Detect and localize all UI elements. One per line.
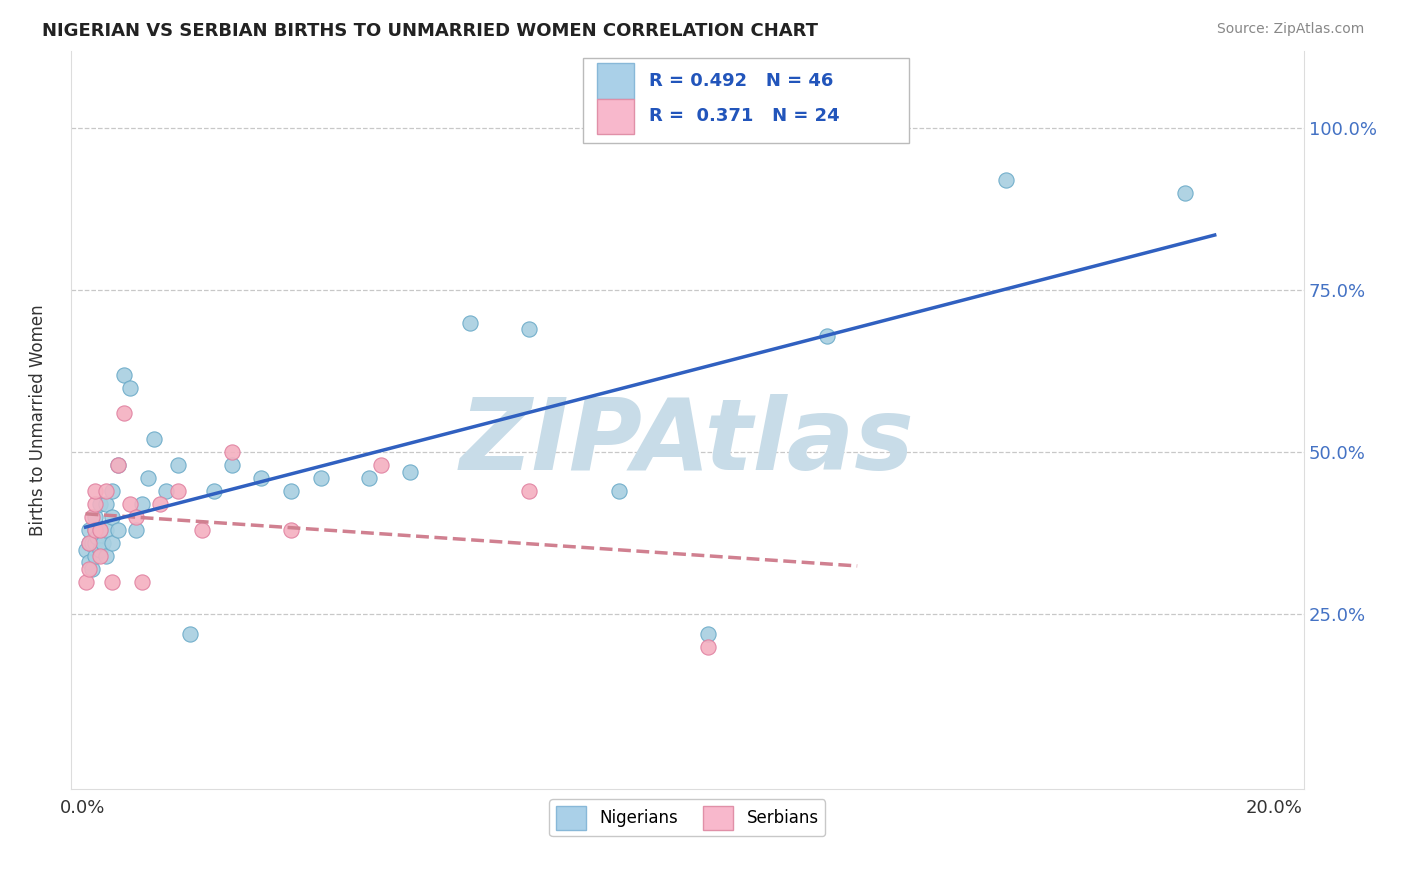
Legend: Nigerians, Serbians: Nigerians, Serbians <box>550 799 825 837</box>
Point <box>309 471 332 485</box>
Point <box>221 445 243 459</box>
Point <box>77 536 100 550</box>
Point <box>75 542 97 557</box>
Point <box>83 536 105 550</box>
Point <box>77 536 100 550</box>
Point <box>75 574 97 589</box>
Point <box>107 458 129 473</box>
Point <box>995 173 1018 187</box>
Point <box>399 465 422 479</box>
Point <box>357 471 380 485</box>
Point <box>697 626 720 640</box>
Point <box>80 536 103 550</box>
Text: R = 0.492   N = 46: R = 0.492 N = 46 <box>650 72 834 90</box>
Point <box>96 497 118 511</box>
Point <box>83 523 105 537</box>
Point <box>101 536 124 550</box>
Point <box>370 458 392 473</box>
Point <box>280 523 302 537</box>
Point <box>83 484 105 499</box>
Point <box>96 523 118 537</box>
Text: NIGERIAN VS SERBIAN BIRTHS TO UNMARRIED WOMEN CORRELATION CHART: NIGERIAN VS SERBIAN BIRTHS TO UNMARRIED … <box>42 22 818 40</box>
Point <box>1174 186 1197 201</box>
Point <box>131 497 153 511</box>
Y-axis label: Births to Unmarried Women: Births to Unmarried Women <box>30 304 46 536</box>
Point <box>280 484 302 499</box>
Point <box>107 458 129 473</box>
Point <box>167 484 190 499</box>
Point <box>89 497 111 511</box>
Point <box>86 530 108 544</box>
Point <box>83 497 105 511</box>
Point <box>89 542 111 557</box>
Point <box>112 368 135 382</box>
Text: R =  0.371   N = 24: R = 0.371 N = 24 <box>650 107 839 126</box>
Text: ZIPAtlas: ZIPAtlas <box>460 393 915 491</box>
Point <box>120 380 142 394</box>
Point <box>89 523 111 537</box>
Point <box>101 574 124 589</box>
Text: Source: ZipAtlas.com: Source: ZipAtlas.com <box>1216 22 1364 37</box>
Point <box>167 458 190 473</box>
Point <box>112 407 135 421</box>
Point <box>77 523 100 537</box>
Point <box>96 484 118 499</box>
Point <box>125 523 148 537</box>
Point <box>221 458 243 473</box>
FancyBboxPatch shape <box>598 99 634 134</box>
Point <box>125 510 148 524</box>
Point <box>697 640 720 654</box>
Point <box>107 523 129 537</box>
Point <box>519 484 541 499</box>
Point <box>149 497 172 511</box>
Point <box>190 523 212 537</box>
Point <box>120 497 142 511</box>
Point <box>101 484 124 499</box>
Point <box>131 574 153 589</box>
Point <box>80 510 103 524</box>
Point <box>93 536 115 550</box>
Point <box>83 510 105 524</box>
Point <box>80 562 103 576</box>
Point <box>83 549 105 563</box>
Point <box>202 484 225 499</box>
Point <box>96 549 118 563</box>
Point <box>77 556 100 570</box>
Point <box>458 316 481 330</box>
FancyBboxPatch shape <box>582 58 910 143</box>
Point <box>143 433 166 447</box>
Point <box>136 471 159 485</box>
Point <box>179 626 201 640</box>
Point <box>815 328 838 343</box>
Point <box>89 549 111 563</box>
FancyBboxPatch shape <box>598 63 634 99</box>
Point <box>77 562 100 576</box>
Point <box>155 484 177 499</box>
Point <box>519 322 541 336</box>
Point <box>83 523 105 537</box>
Point <box>607 484 630 499</box>
Point <box>250 471 273 485</box>
Point <box>89 523 111 537</box>
Point <box>101 510 124 524</box>
